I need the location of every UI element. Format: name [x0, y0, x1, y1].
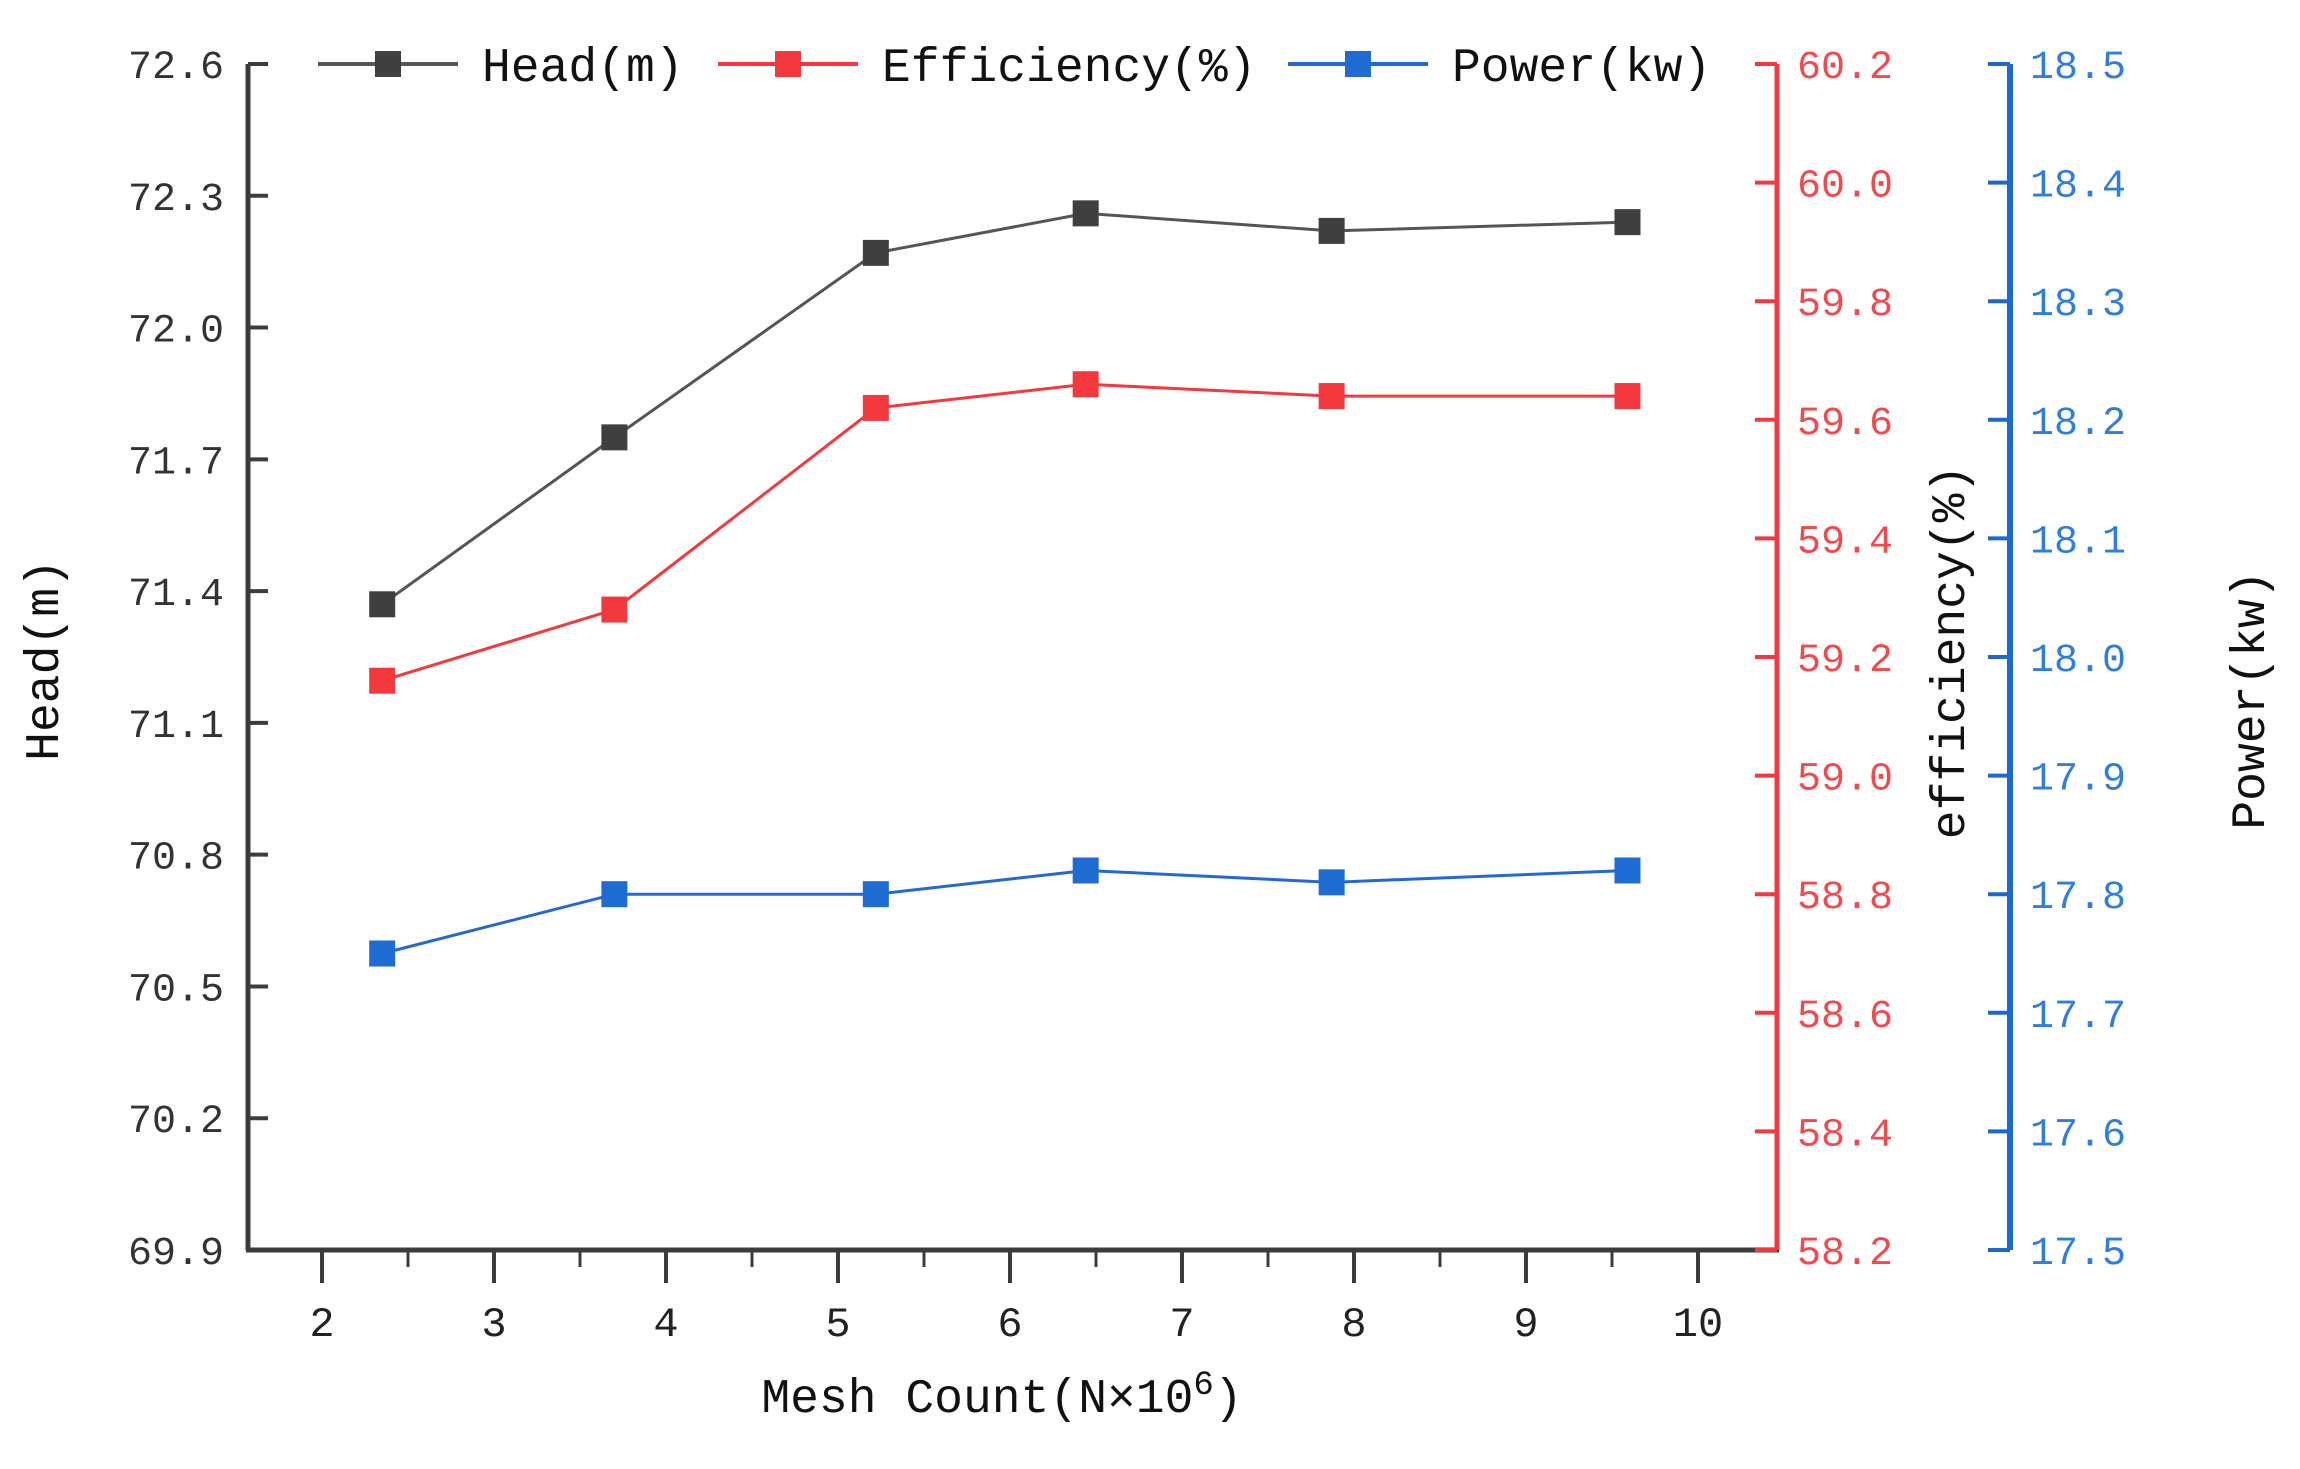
head-axis-tick-label: 70.5 [128, 968, 224, 1013]
power-axis-tick-label: 18.5 [2030, 46, 2126, 91]
series-line-head-m [381, 211, 1628, 606]
series-marker-power-kw [369, 940, 396, 967]
series-marker-efficiency [601, 596, 628, 623]
power-axis-title: Power(kw) [2225, 570, 2279, 829]
series-marker-head-m [601, 424, 628, 451]
series-marker-power-kw [601, 881, 628, 908]
x-axis-tick-label: 8 [1341, 1301, 1366, 1349]
efficiency-axis-tick-label: 59.0 [1797, 758, 1893, 803]
head-axis-tick-label: 72.0 [128, 310, 224, 355]
power-axis-tick-label: 18.0 [2030, 639, 2126, 684]
series-marker-power-kw [1614, 857, 1641, 884]
efficiency-axis-tick-label: 58.8 [1797, 876, 1893, 921]
efficiency-axis-tick-label: 58.4 [1797, 1113, 1893, 1158]
series-line-efficiency [381, 382, 1628, 683]
x-axis-tick-label: 6 [997, 1301, 1022, 1349]
efficiency-axis-tick-label: 59.8 [1797, 283, 1893, 328]
efficiency-axis-tick-label: 58.6 [1797, 995, 1893, 1040]
head-axis-tick-label: 71.7 [128, 441, 224, 486]
legend-marker-efficiency [775, 51, 801, 77]
x-axis-tick-label: 9 [1513, 1301, 1538, 1349]
series-marker-head-m [369, 591, 396, 618]
head-axis-tick-label: 70.8 [128, 837, 224, 882]
series-marker-head-m [1614, 209, 1641, 236]
power-axis-tick-label: 17.9 [2030, 758, 2126, 803]
series-marker-head-m [1318, 217, 1345, 244]
power-axis-tick-label: 18.4 [2030, 165, 2126, 210]
series-line-power-kw [381, 868, 1628, 955]
efficiency-axis-tick-label: 59.6 [1797, 402, 1893, 447]
efficiency-axis-title: efficiency(%) [1925, 465, 1979, 839]
efficiency-axis-tick-label: 60.0 [1797, 165, 1893, 210]
efficiency-axis-tick-label: 59.4 [1797, 520, 1893, 565]
head-axis-tick-label: 69.9 [128, 1232, 224, 1277]
x-axis-tick-label: 10 [1673, 1301, 1723, 1349]
series-marker-power-kw [1318, 869, 1345, 896]
head-axis-tick-label: 70.2 [128, 1100, 224, 1145]
x-axis-tick-label: 3 [481, 1301, 506, 1349]
legend-label-head-m: Head(m) [482, 42, 684, 96]
power-axis-tick-label: 17.6 [2030, 1113, 2126, 1158]
series-marker-efficiency [1072, 371, 1099, 398]
efficiency-axis-tick-label: 58.2 [1797, 1232, 1893, 1277]
x-axis-title: Mesh Count(N×106) [761, 1367, 1242, 1427]
power-axis-tick-label: 17.7 [2030, 995, 2126, 1040]
x-axis-tick-label: 7 [1169, 1301, 1194, 1349]
y-axis-title: Head(m) [19, 559, 73, 761]
series-marker-efficiency [1614, 383, 1641, 410]
power-axis-tick-label: 18.3 [2030, 283, 2126, 328]
power-axis-tick-label: 18.2 [2030, 402, 2126, 447]
head-axis-tick-label: 72.3 [128, 178, 224, 223]
head-axis-tick-label: 72.6 [128, 46, 224, 91]
series-marker-power-kw [1072, 857, 1099, 884]
series-marker-efficiency [862, 394, 889, 421]
power-axis-tick-label: 17.5 [2030, 1232, 2126, 1277]
power-axis-tick-label: 18.1 [2030, 520, 2126, 565]
series-marker-power-kw [862, 881, 889, 908]
series-marker-efficiency [369, 667, 396, 694]
head-axis-tick-label: 71.1 [128, 705, 224, 750]
x-axis-tick-label: 2 [309, 1301, 334, 1349]
power-axis-tick-label: 17.8 [2030, 876, 2126, 921]
series-marker-head-m [862, 239, 889, 266]
x-axis-tick-label: 4 [653, 1301, 678, 1349]
efficiency-axis-tick-label: 59.2 [1797, 639, 1893, 684]
legend-marker-head-m [375, 51, 401, 77]
legend-label-power-kw: Power(kw) [1452, 42, 1711, 96]
legend-label-efficiency: Efficiency(%) [882, 42, 1256, 96]
head-axis-tick-label: 71.4 [128, 573, 224, 618]
efficiency-axis-tick-label: 60.2 [1797, 46, 1893, 91]
legend-marker-power-kw [1345, 51, 1371, 77]
series-marker-efficiency [1318, 383, 1345, 410]
x-axis-tick-label: 5 [825, 1301, 850, 1349]
series-marker-head-m [1072, 200, 1099, 227]
